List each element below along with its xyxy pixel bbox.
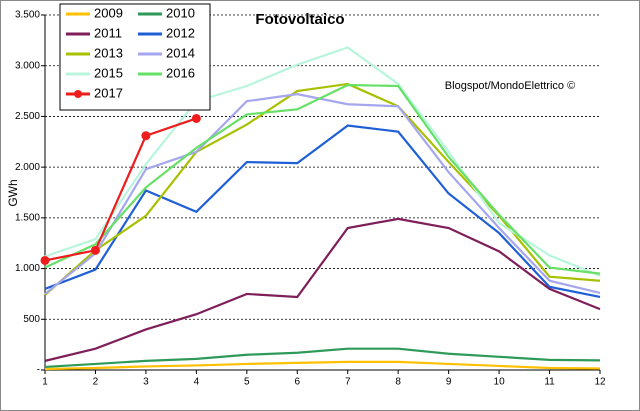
series-line [44, 124, 601, 299]
y-tick-label: 3.000 [15, 60, 40, 71]
series-line [44, 347, 601, 369]
x-tick-label: 2 [93, 377, 99, 388]
x-tick-label: 1 [42, 377, 48, 388]
legend-label: 2015 [94, 65, 123, 80]
data-point [40, 255, 50, 265]
data-point [141, 131, 151, 141]
legend-marker [74, 90, 82, 98]
y-tick-label: 500 [23, 314, 40, 325]
legend-box [59, 3, 211, 111]
data-point [90, 245, 100, 255]
chart-title: Fotovoltaico [255, 11, 344, 28]
legend-label: 2010 [166, 5, 195, 20]
x-tick-label: 4 [194, 377, 200, 388]
x-tick-label: 8 [395, 377, 401, 388]
legend-label: 2014 [166, 45, 195, 60]
x-tick-label: 6 [294, 377, 300, 388]
y-tick-label: 3.500 [15, 10, 40, 21]
series-line [44, 83, 601, 275]
y-tick-label: 1.500 [15, 212, 40, 223]
y-axis-label: GWh [6, 179, 20, 206]
series-line [44, 82, 601, 296]
x-tick-label: 7 [345, 377, 351, 388]
y-tick-label: - [37, 365, 40, 376]
series-line [44, 217, 601, 362]
y-tick-label: 2.500 [15, 111, 40, 122]
y-tick-label: 2.000 [15, 162, 40, 173]
x-tick-label: 9 [446, 377, 452, 388]
legend-label: 2011 [94, 25, 122, 40]
x-tick-label: 5 [244, 377, 250, 388]
x-tick-label: 3 [143, 377, 149, 388]
legend-label: 2016 [166, 65, 195, 80]
legend-label: 2012 [166, 25, 195, 40]
legend-label: 2017 [94, 85, 123, 100]
data-point [191, 113, 201, 123]
series-line [44, 117, 197, 262]
x-tick-label: 11 [544, 377, 555, 388]
series-line [44, 46, 601, 277]
series-line [44, 92, 601, 295]
series-line [44, 360, 601, 371]
legend-label: 2009 [94, 5, 123, 20]
x-tick-label: 10 [494, 377, 506, 388]
annotation: Blogspot/MondoElettrico © [445, 80, 575, 92]
legend-label: 2013 [94, 45, 123, 60]
x-tick-label: 12 [594, 377, 606, 388]
y-tick-label: 1.000 [15, 263, 40, 274]
